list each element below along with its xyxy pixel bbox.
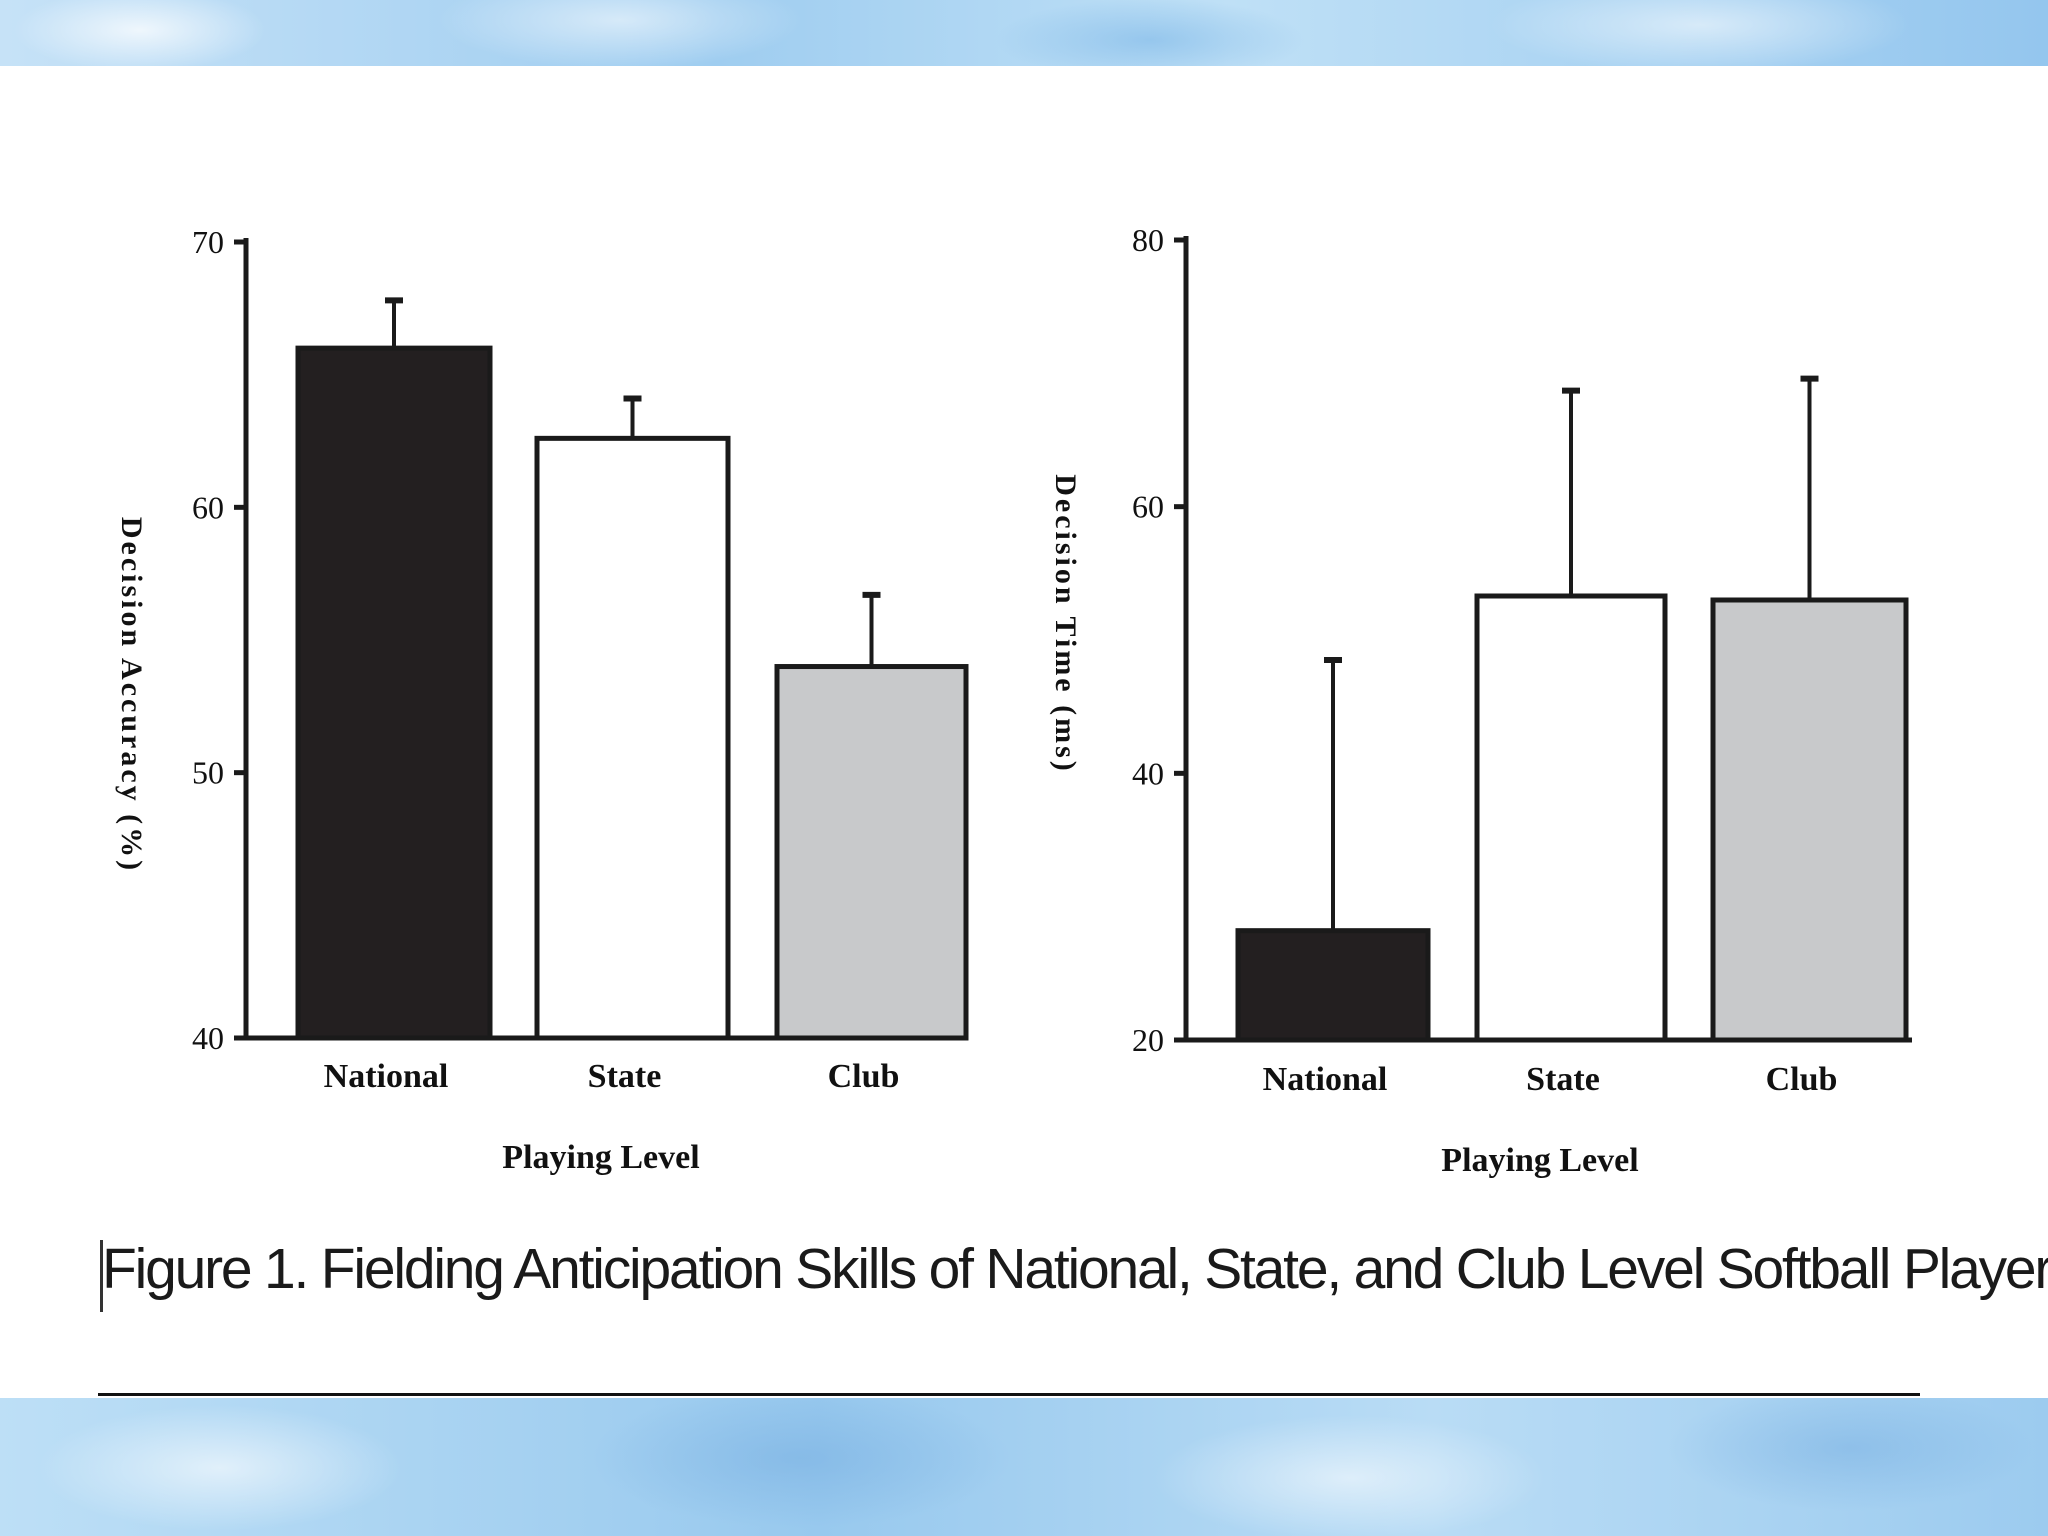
caption-rule <box>100 1240 103 1312</box>
chart1-y-axis-title: Decision Accuracy (%) <box>115 517 148 873</box>
footer-band <box>0 1398 2048 1536</box>
chart1-ytick-label-50: 50 <box>192 755 224 791</box>
header-band <box>0 0 2048 66</box>
chart2-ytick-label-20: 20 <box>1132 1022 1164 1058</box>
chart2-x-axis-title: Playing Level <box>1441 1142 1638 1179</box>
chart1-ytick-label-40: 40 <box>192 1020 224 1056</box>
chart2-bar-national <box>1235 928 1431 1043</box>
chart1-bar-club <box>774 664 969 1041</box>
chart1-bar-national <box>295 345 493 1041</box>
chart2-category-label-state: State <box>1526 1061 1600 1098</box>
chart1-bar-state <box>534 435 731 1041</box>
chart1-category-label-club: Club <box>828 1058 900 1095</box>
chart1-category-label-national: National <box>324 1058 449 1095</box>
chart2-ytick-label-80: 80 <box>1132 222 1164 258</box>
footer-divider <box>98 1393 1920 1396</box>
chart1-category-label-state: State <box>588 1058 662 1095</box>
chart2-ytick-label-60: 60 <box>1132 489 1164 525</box>
chart2-ytick-label-40: 40 <box>1132 755 1164 791</box>
figure-caption: Figure 1. Fielding Anticipation Skills o… <box>102 1237 2048 1301</box>
chart1-x-axis-title: Playing Level <box>502 1139 699 1176</box>
chart2-bar-state <box>1474 593 1668 1043</box>
chart1-ytick-label-70: 70 <box>192 224 224 260</box>
chart2-category-label-national: National <box>1263 1061 1388 1098</box>
chart2-category-label-club: Club <box>1766 1061 1838 1098</box>
chart1-ytick-label-60: 60 <box>192 489 224 525</box>
chart2-y-axis-title: Decision Time (ms) <box>1049 474 1082 774</box>
chart2-bar-club <box>1710 597 1909 1043</box>
